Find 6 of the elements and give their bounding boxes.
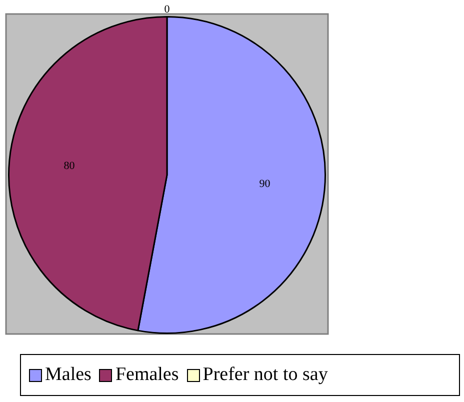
data-label: 80 bbox=[64, 160, 76, 172]
data-label: 90 bbox=[259, 178, 271, 190]
legend-label: Males bbox=[45, 364, 92, 386]
legend-label: Females bbox=[115, 364, 179, 386]
text: 0 bbox=[164, 4, 170, 16]
legend-label: Prefer not to say bbox=[202, 364, 328, 386]
